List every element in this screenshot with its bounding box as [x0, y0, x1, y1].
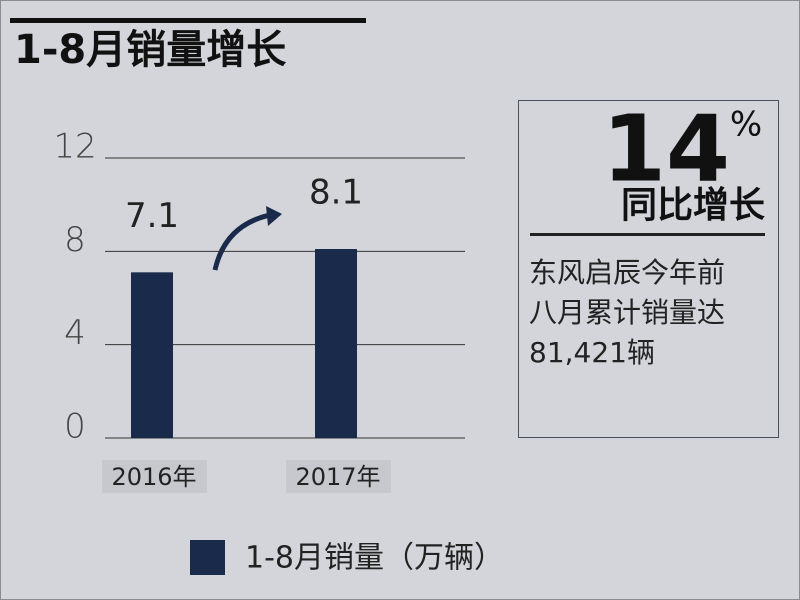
x-tick-label: 2016年 [111, 463, 196, 491]
bar [315, 249, 357, 438]
x-tick-label: 2017年 [295, 463, 380, 491]
info-panel [518, 100, 779, 438]
arrow [212, 212, 271, 271]
y-tick-label: 12 [53, 127, 96, 167]
chart-title: 1-8月销量增长 [14, 27, 286, 73]
x-label-box [102, 460, 207, 493]
legend-swatch [190, 540, 225, 575]
x-label-box [286, 460, 391, 493]
y-tick-label: 4 [64, 313, 86, 353]
data-label: 7.1 [125, 196, 179, 236]
growth-label: 同比增长 [621, 185, 765, 226]
growth-unit: % [730, 105, 762, 145]
bar [131, 272, 173, 438]
legend-label: 1-8月销量（万辆） [245, 541, 504, 576]
arrow-head [266, 206, 282, 226]
panel-rule [530, 233, 765, 236]
title-rule [10, 18, 366, 23]
growth-value: 14 [602, 95, 730, 202]
y-tick-label: 8 [64, 220, 86, 260]
data-label: 8.1 [309, 173, 363, 213]
description-line: 东风启辰今年前 [529, 256, 725, 289]
description-line: 81,421辆 [529, 336, 655, 369]
y-tick-label: 0 [64, 407, 86, 447]
description-line: 八月累计销量达 [529, 296, 725, 329]
